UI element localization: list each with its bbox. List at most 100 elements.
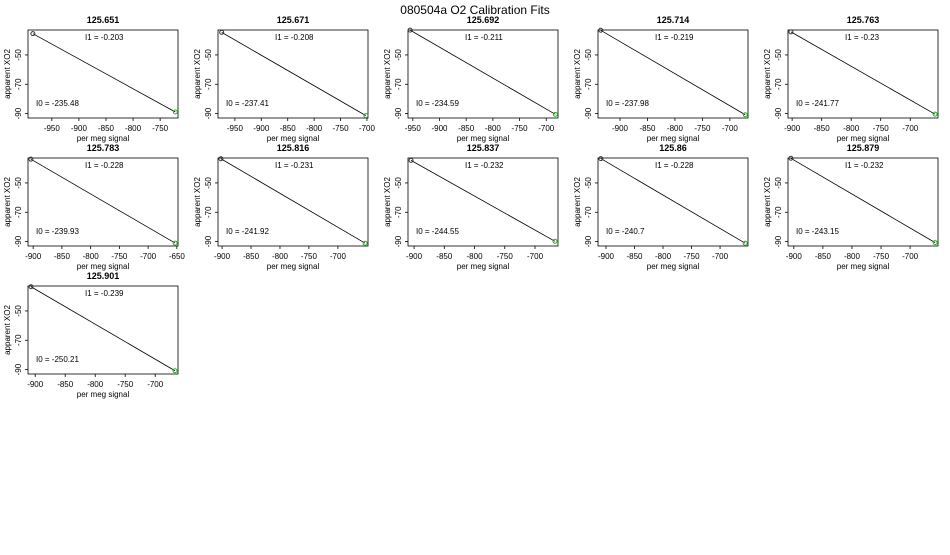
annotation: I1 = -0.211 (465, 33, 503, 42)
plot-box (597, 157, 749, 247)
y-tick-label: -90 (204, 107, 213, 119)
x-tick-label: -900 (431, 124, 448, 133)
x-tick-label: -900 (253, 124, 270, 133)
y-tick-label: -50 (394, 177, 403, 189)
y-tick-label: -50 (584, 177, 593, 189)
y-tick-label: -50 (14, 305, 23, 317)
y-tick-label: -90 (584, 107, 593, 119)
y-tick-label: -90 (14, 107, 23, 119)
plot-box (217, 157, 369, 247)
x-tick-label: -800 (467, 252, 484, 261)
y-tick-label: -70 (394, 206, 403, 218)
y-tick-label: -70 (14, 334, 23, 346)
data-point (30, 31, 36, 37)
data-point (407, 27, 413, 33)
data-point (28, 284, 34, 290)
x-tick-label: -750 (873, 252, 890, 261)
annotation: I1 = -0.232 (845, 161, 884, 170)
annotation: I1 = -0.228 (85, 161, 124, 170)
annotation: I0 = -250.21 (36, 355, 79, 364)
data-point (28, 156, 34, 162)
x-axis-label: per meg signal (837, 262, 890, 271)
y-tick-label: -90 (394, 235, 403, 247)
annotation: I1 = -0.231 (275, 161, 314, 170)
x-tick-label: -800 (844, 252, 861, 261)
x-tick-label: -900 (612, 124, 629, 133)
x-tick-label: -850 (436, 252, 453, 261)
x-tick-label: -900 (71, 124, 88, 133)
data-point (218, 156, 224, 162)
x-tick-label: -800 (667, 124, 684, 133)
plot-box (217, 29, 369, 119)
data-point (788, 155, 794, 161)
y-tick-label: -50 (14, 177, 23, 189)
x-tick-label: -700 (527, 252, 544, 261)
x-tick-label: -700 (147, 380, 164, 389)
x-tick-label: -950 (227, 124, 244, 133)
x-tick-label: -800 (87, 380, 104, 389)
panel-title: 125.763 (847, 15, 880, 25)
panel-title: 125.879 (847, 143, 880, 153)
y-axis-label: apparent XO2 (3, 305, 12, 355)
panel-title: 125.671 (277, 15, 310, 25)
data-point (172, 368, 178, 374)
y-tick-label: -70 (584, 206, 593, 218)
fit-line (30, 158, 176, 244)
data-point (932, 240, 938, 246)
x-tick-label: -950 (44, 124, 61, 133)
annotation: I0 = -240.7 (606, 227, 645, 236)
x-axis-label: per meg signal (77, 390, 130, 399)
y-tick-label: -70 (774, 206, 783, 218)
y-axis-label: apparent XO2 (573, 49, 582, 99)
annotation: I1 = -0.232 (465, 161, 504, 170)
y-axis-label: apparent XO2 (763, 177, 772, 227)
panel-title: 125.901 (87, 271, 120, 281)
annotation: I0 = -244.55 (416, 227, 459, 236)
x-tick-label: -900 (214, 252, 231, 261)
x-tick-label: -800 (655, 252, 672, 261)
panel-title: 125.837 (467, 143, 500, 153)
x-tick-label: -700 (359, 124, 376, 133)
x-tick-label: -750 (497, 252, 514, 261)
data-point (788, 29, 794, 35)
x-tick-label: -850 (458, 124, 475, 133)
x-tick-label: -900 (406, 252, 423, 261)
x-tick-label: -900 (25, 252, 42, 261)
x-tick-label: -800 (843, 124, 860, 133)
x-tick-label: -850 (815, 252, 832, 261)
fit-line (600, 158, 746, 244)
annotation: I0 = -237.98 (606, 99, 649, 108)
plot-box (407, 29, 559, 119)
panel-title: 125.86 (659, 143, 687, 153)
x-axis-label: per meg signal (77, 262, 130, 271)
x-axis-label: per meg signal (647, 262, 700, 271)
fit-line (600, 29, 746, 116)
page-title: 080504a O2 Calibration Fits (400, 3, 549, 17)
data-point (598, 27, 604, 33)
annotation: I0 = -235.48 (36, 99, 79, 108)
y-axis-label: apparent XO2 (3, 49, 12, 99)
data-point (219, 29, 225, 35)
y-tick-label: -50 (204, 177, 213, 189)
annotation: I1 = -0.228 (655, 161, 694, 170)
annotation: I0 = -237.41 (226, 99, 269, 108)
annotation: I1 = -0.208 (275, 33, 314, 42)
annotation: I0 = -241.92 (226, 227, 269, 236)
data-point (172, 240, 178, 246)
y-tick-label: -90 (774, 107, 783, 119)
y-axis-label: apparent XO2 (573, 177, 582, 227)
fit-line (409, 29, 556, 115)
x-tick-label: -700 (902, 252, 919, 261)
x-tick-label: -800 (485, 124, 502, 133)
y-tick-label: -70 (14, 78, 23, 90)
x-tick-label: -700 (722, 124, 739, 133)
fit-line (30, 286, 176, 372)
y-tick-label: -70 (14, 206, 23, 218)
x-tick-label: -800 (125, 124, 142, 133)
y-tick-label: -70 (394, 78, 403, 90)
plot-box (787, 29, 939, 119)
y-axis-label: apparent XO2 (763, 49, 772, 99)
x-tick-label: -850 (639, 124, 656, 133)
data-point (552, 111, 558, 117)
x-tick-label: -700 (538, 124, 555, 133)
